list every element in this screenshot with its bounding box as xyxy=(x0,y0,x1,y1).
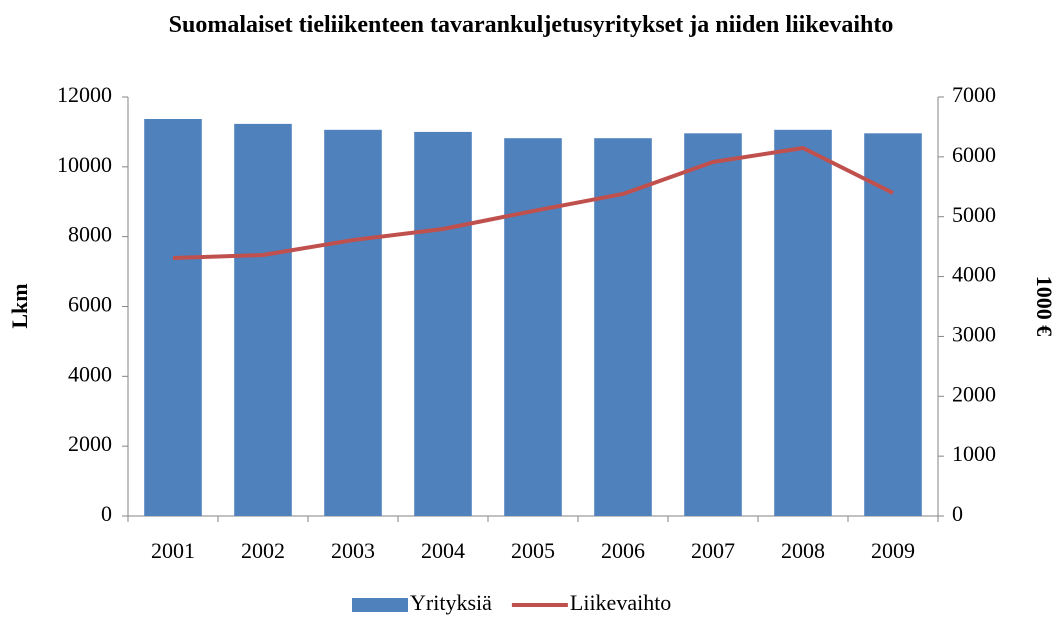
bar xyxy=(144,118,202,516)
y-tick-label: 12000 xyxy=(57,82,112,107)
x-tick-label: 2007 xyxy=(691,538,735,563)
y-tick-label: 10000 xyxy=(57,152,112,177)
y-axis-label: Lkm xyxy=(7,283,32,328)
y2-axis-label: 1000 € xyxy=(1032,276,1057,337)
bar xyxy=(324,129,382,517)
y-tick-label: 0 xyxy=(101,501,112,526)
x-tick-label: 2004 xyxy=(421,538,465,563)
y2-tick-label: 7000 xyxy=(952,82,996,107)
bar xyxy=(234,123,292,516)
y2-tick-label: 3000 xyxy=(952,321,996,346)
x-tick-label: 2003 xyxy=(331,538,375,563)
bar xyxy=(414,131,472,516)
bar xyxy=(864,133,922,516)
bar xyxy=(504,138,562,516)
y2-tick-label: 5000 xyxy=(952,202,996,227)
x-tick-label: 2008 xyxy=(781,538,825,563)
y2-tick-label: 0 xyxy=(952,501,963,526)
y2-tick-label: 1000 xyxy=(952,441,996,466)
x-tick-label: 2005 xyxy=(511,538,555,563)
bar xyxy=(774,129,832,517)
y-tick-label: 6000 xyxy=(68,292,112,317)
y2-tick-label: 6000 xyxy=(952,142,996,167)
x-tick-label: 2002 xyxy=(241,538,285,563)
y-tick-label: 2000 xyxy=(68,431,112,456)
x-tick-label: 2006 xyxy=(601,538,645,563)
legend-swatch xyxy=(352,598,408,612)
legend-label: Yrityksiä xyxy=(410,590,492,615)
y2-tick-label: 4000 xyxy=(952,262,996,287)
y-tick-label: 4000 xyxy=(68,361,112,386)
line xyxy=(172,145,894,261)
x-tick-label: 2001 xyxy=(151,538,195,563)
y2-tick-label: 2000 xyxy=(952,381,996,406)
x-tick-label: 2009 xyxy=(871,538,915,563)
legend-label: Liikevaihto xyxy=(570,590,671,615)
y-tick-label: 8000 xyxy=(68,222,112,247)
bar xyxy=(594,138,652,516)
bar xyxy=(684,133,742,516)
chart-title: Suomalaiset tieliikenteen tavarankuljetu… xyxy=(168,12,894,38)
